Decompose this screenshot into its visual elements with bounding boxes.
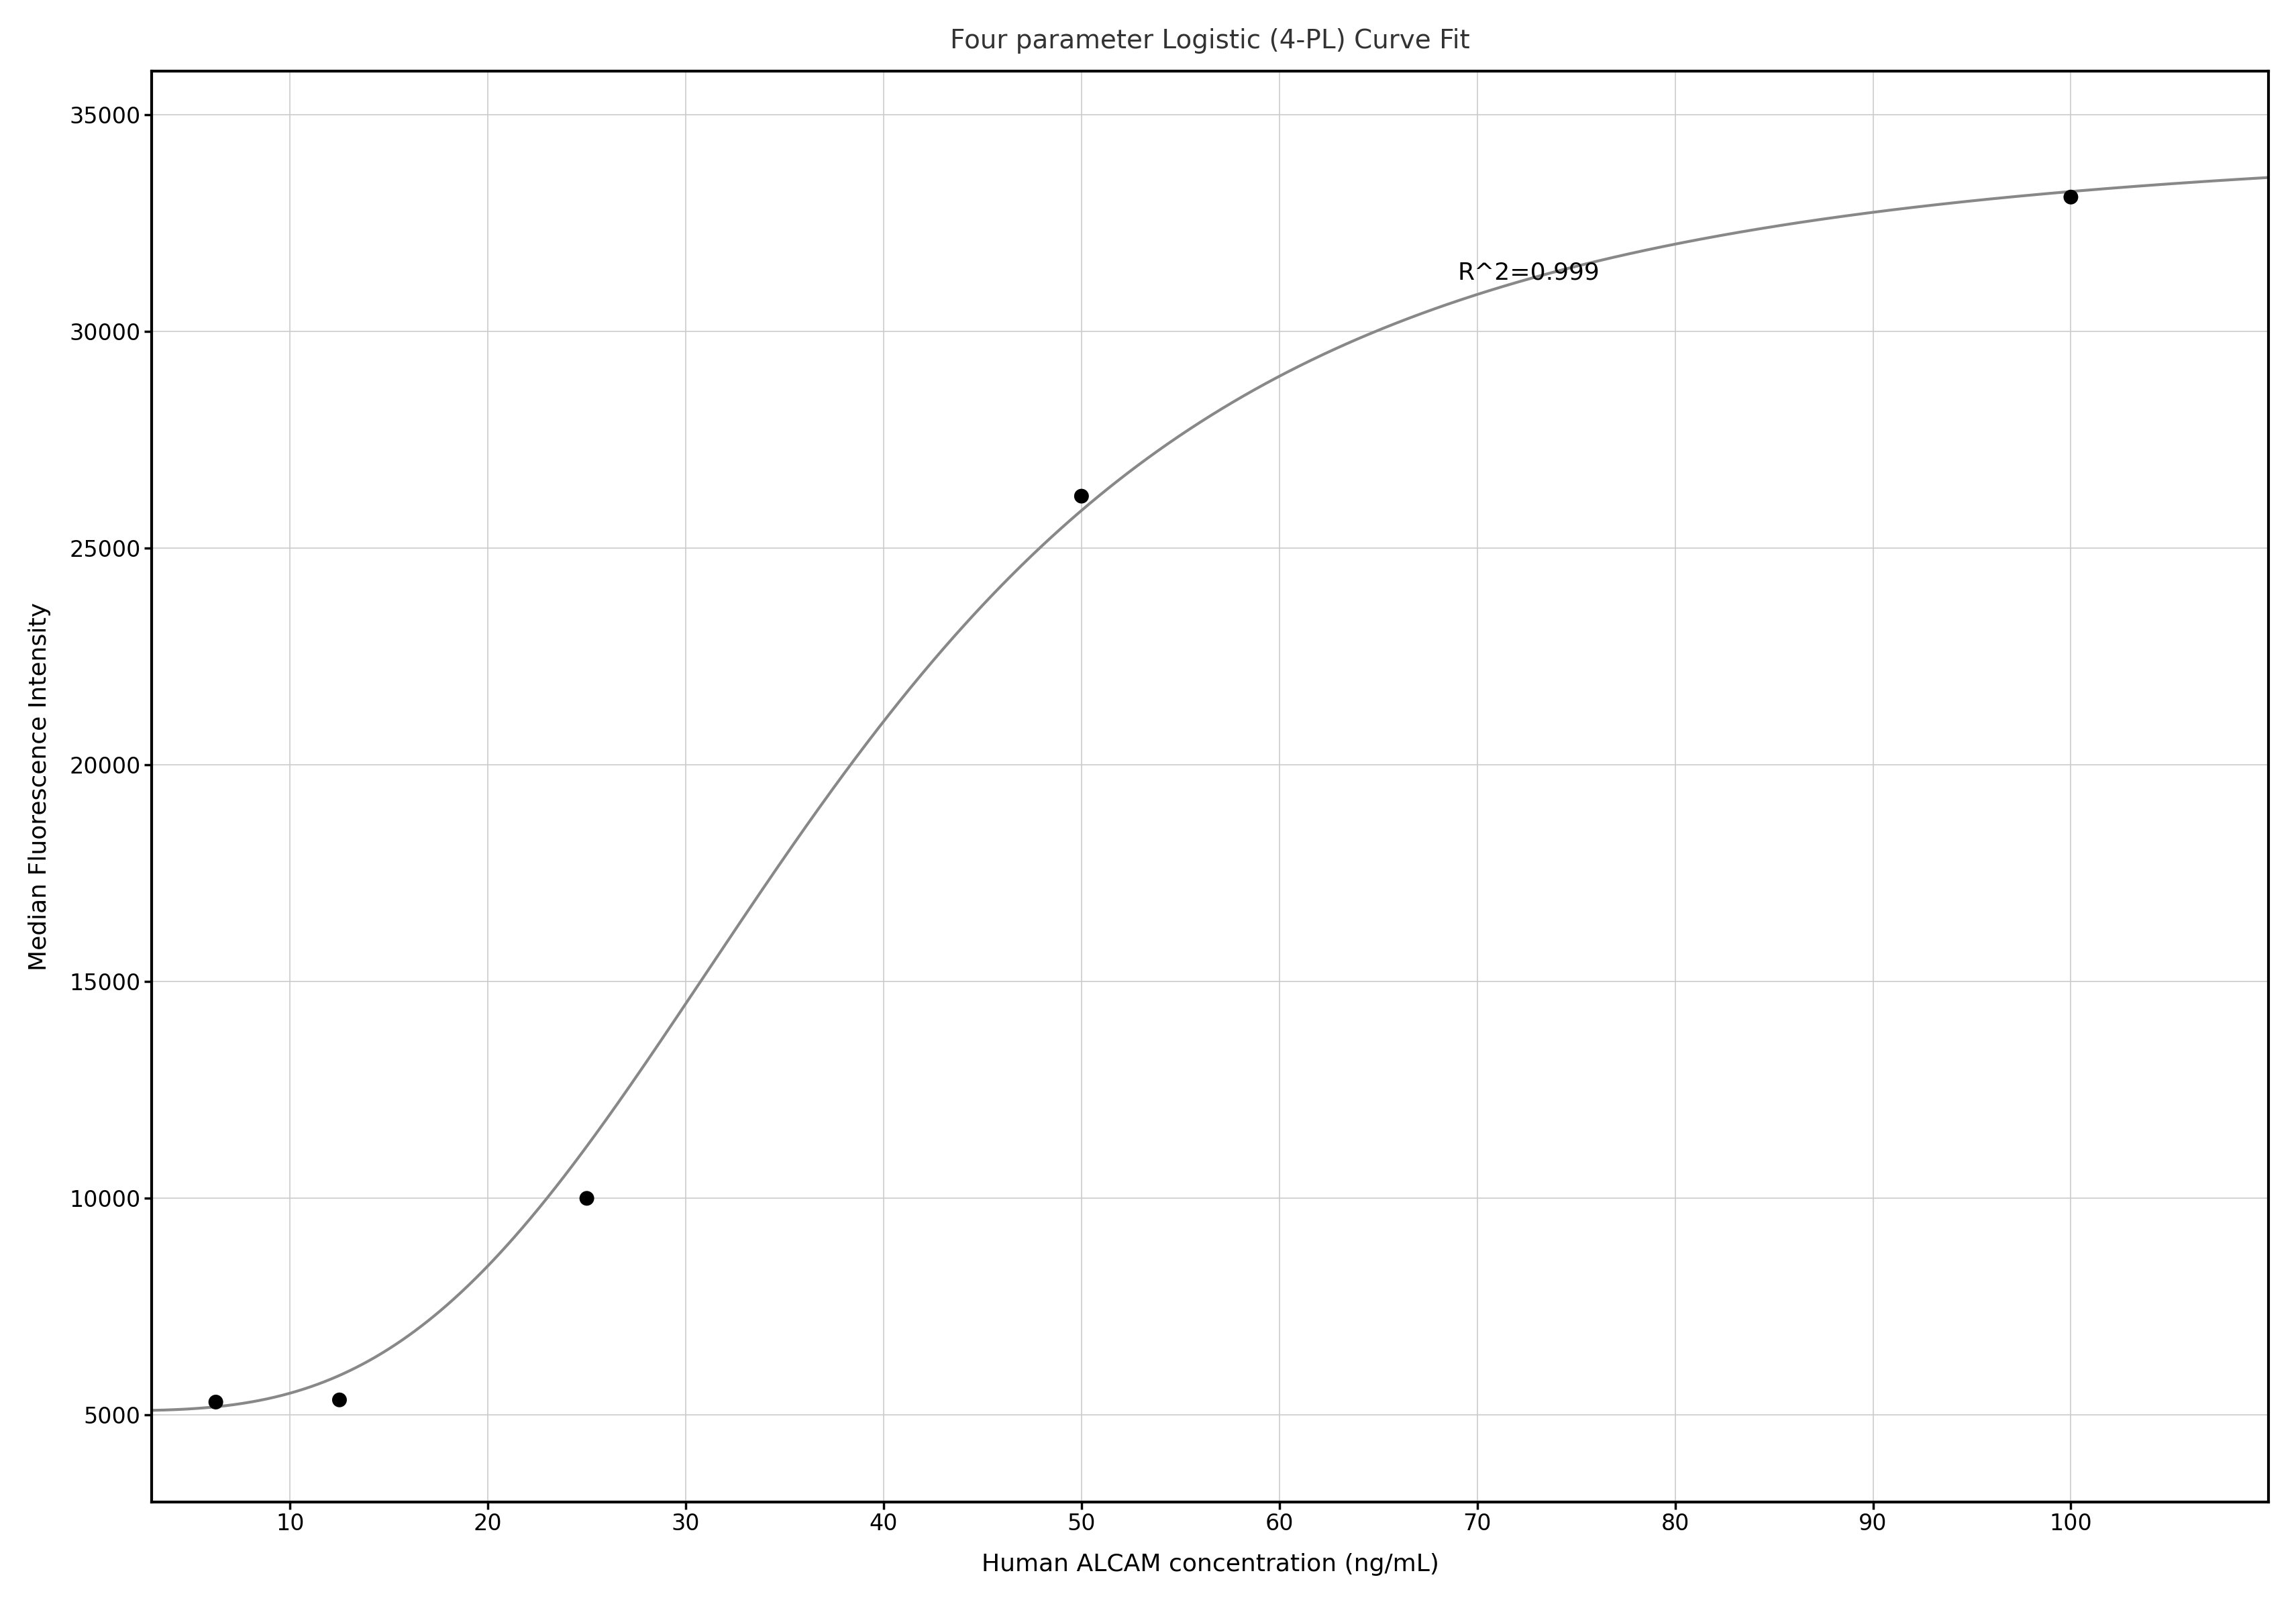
Text: R^2=0.999: R^2=0.999 <box>1458 261 1598 284</box>
Point <box>1063 483 1100 508</box>
X-axis label: Human ALCAM concentration (ng/mL): Human ALCAM concentration (ng/mL) <box>980 1553 1437 1577</box>
Title: Four parameter Logistic (4-PL) Curve Fit: Four parameter Logistic (4-PL) Curve Fit <box>951 27 1469 53</box>
Y-axis label: Median Fluorescence Intensity: Median Fluorescence Intensity <box>28 603 51 970</box>
Point <box>569 1185 606 1211</box>
Point <box>2053 184 2089 210</box>
Point <box>321 1387 358 1413</box>
Point <box>197 1389 234 1415</box>
